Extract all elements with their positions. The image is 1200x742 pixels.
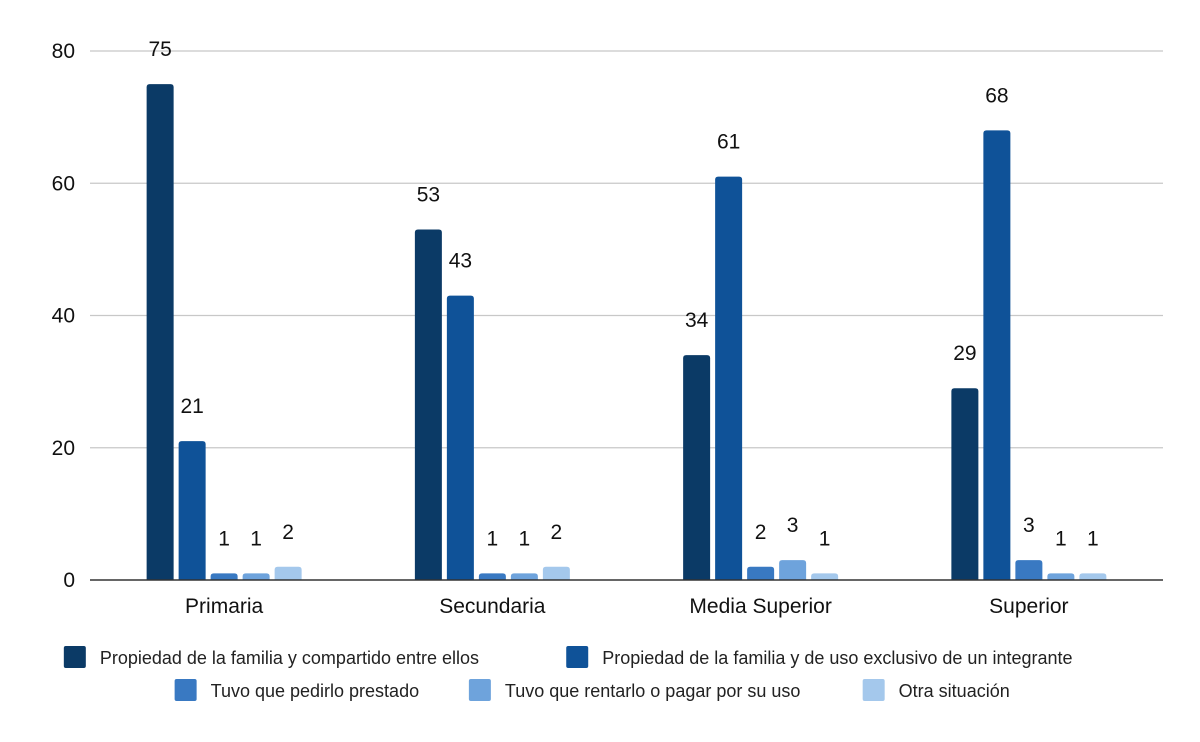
x-category-label: Superior [989,595,1068,618]
x-category-label: Primaria [185,595,263,618]
legend-item: Propiedad de la familia y de uso exclusi… [566,646,1073,668]
bar[interactable] [715,176,743,580]
data-label: 1 [519,527,531,550]
data-label: 34 [685,309,709,332]
legend-swatch [174,679,197,701]
data-label: 1 [250,527,262,550]
legend-label: Tuvo que rentarlo o pagar por su uso [505,681,801,701]
y-tick-label: 0 [63,569,75,592]
data-label: 1 [1087,527,1099,550]
bar[interactable] [146,84,174,580]
bar[interactable] [478,573,506,580]
bar[interactable] [510,573,538,580]
data-label: 1 [1055,527,1067,550]
data-label: 2 [282,521,294,544]
x-category-label: Media Superior [689,595,831,618]
legend-label: Propiedad de la familia y de uso exclusi… [602,648,1072,668]
bar[interactable] [779,560,807,580]
bar[interactable] [951,388,979,580]
data-label: 21 [180,395,203,418]
bar[interactable] [446,295,474,580]
bar[interactable] [274,566,302,580]
bar[interactable] [1047,573,1075,580]
legend-swatch [468,679,491,701]
legend-swatch [566,646,589,668]
bar[interactable] [414,229,442,580]
y-tick-label: 20 [52,437,75,460]
bar[interactable] [747,566,775,580]
data-label: 75 [148,38,171,61]
bar[interactable] [242,573,270,580]
bar[interactable] [210,573,238,580]
legend-swatch [862,679,885,701]
data-label: 3 [1023,514,1035,537]
legend-label: Propiedad de la familia y compartido ent… [100,648,479,668]
bar[interactable] [811,573,839,580]
data-label: 3 [787,514,799,537]
legend-swatch [63,646,86,668]
bar[interactable] [542,566,570,580]
data-label: 2 [551,521,563,544]
bar[interactable] [178,441,206,580]
y-tick-label: 80 [52,40,75,63]
bar[interactable] [1015,560,1043,580]
legend-item: Otra situación [862,679,1010,701]
data-label: 1 [819,527,831,550]
data-label: 53 [417,184,440,207]
data-label: 29 [953,342,976,365]
legend-item: Tuvo que pedirlo prestado [174,679,419,701]
legend-item: Tuvo que rentarlo o pagar por su uso [468,679,801,701]
data-label: 61 [717,131,740,154]
x-category-label: Secundaria [439,595,546,618]
bar[interactable] [983,130,1011,580]
y-tick-label: 60 [52,172,75,195]
data-label: 43 [449,250,472,273]
legend-label: Otra situación [899,681,1010,701]
legend-item: Propiedad de la familia y compartido ent… [63,646,479,668]
data-label: 1 [218,527,230,550]
bar[interactable] [1079,573,1107,580]
legend-label: Tuvo que pedirlo prestado [211,681,419,701]
data-label: 1 [487,527,499,550]
data-label: 2 [755,521,767,544]
y-tick-label: 40 [52,305,75,328]
bar[interactable] [683,355,711,580]
data-label: 68 [985,84,1008,107]
